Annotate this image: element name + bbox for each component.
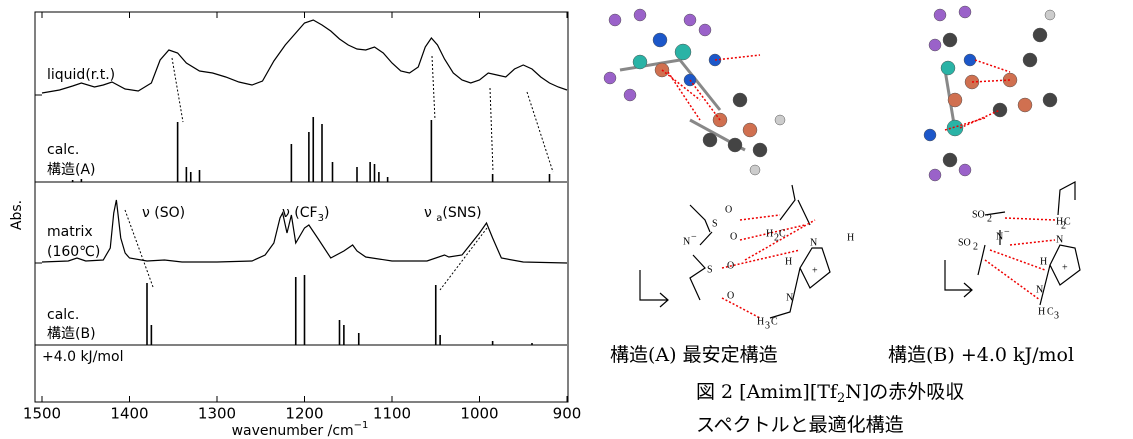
structure-caption: 構造(A) 最安定構造	[610, 344, 778, 366]
atom-label: C	[1047, 306, 1054, 317]
atom-label: O	[730, 231, 737, 242]
atom-label: C	[771, 316, 778, 327]
atom-label: H	[757, 316, 764, 327]
x-axis-label: wavenumber /cm−1	[232, 420, 369, 439]
atom-label: O	[725, 204, 732, 215]
atom-label: N	[996, 231, 1003, 242]
caption-text: 図 2 [Amim][Tf	[696, 381, 839, 403]
spectrum-curve	[42, 20, 567, 93]
x-tick-label: 1400	[110, 405, 148, 423]
caption-sub: 2	[837, 391, 845, 406]
y-axis-label: Abs.	[9, 200, 25, 230]
series-label: 構造(B)	[47, 326, 96, 342]
atom-label: H	[766, 228, 773, 239]
series-label: matrix	[47, 224, 93, 240]
atom-label: H	[1040, 256, 1047, 267]
atom-label: 2	[973, 241, 978, 252]
x-tick-label: 1000	[460, 405, 498, 423]
atom-label: C	[779, 228, 786, 239]
atom-label: 3	[1054, 310, 1059, 321]
atom-label: N	[810, 237, 817, 248]
peak-guides	[125, 56, 553, 290]
atom-label: H	[785, 256, 792, 267]
atom-label: 2	[1061, 220, 1066, 231]
atom-label: O	[727, 260, 734, 271]
annotation-text: (SNS)	[442, 205, 481, 221]
x-tick-label: 1200	[285, 405, 323, 423]
series-label: calc.	[47, 142, 79, 158]
annotation: ν (CF3)	[282, 205, 329, 224]
series-label: (160℃)	[47, 244, 100, 260]
x-tick-label: 1100	[373, 405, 411, 423]
molecule-model-b	[924, 6, 1057, 181]
figure-caption: スペクトルと最適化構造	[696, 414, 904, 436]
atom-label: N	[786, 292, 793, 303]
x-tick-label: 1500	[23, 405, 61, 423]
x-tick-label: 900	[553, 405, 582, 423]
atom-label: −	[1004, 226, 1010, 237]
series-label: calc.	[47, 307, 79, 323]
atom-label: SO	[958, 237, 971, 248]
atom-label: 2	[774, 232, 779, 243]
atom-label: S	[707, 264, 713, 275]
series-label: 構造(A)	[47, 162, 96, 178]
series-label: liquid(r.t.)	[47, 67, 115, 83]
atom-label: +	[1062, 262, 1068, 273]
structure-b: SO 2 SO 2 N − H C 2 H N N + H C 3	[945, 182, 1080, 321]
x-axis-label-text: wavenumber /cm	[232, 423, 354, 439]
figure: Abs. wavenumber /cm−1 ν (SO) ν (CF3) ν a…	[0, 0, 1133, 439]
atom-label: N	[1036, 284, 1043, 295]
atom-label: 2	[987, 213, 992, 224]
x-axis-label-sup: −1	[354, 420, 369, 431]
atom-label: −	[691, 231, 697, 242]
atom-label: H	[1038, 306, 1045, 317]
series-energy-label: +4.0 kJ/mol	[42, 349, 124, 365]
atom-label: +	[812, 265, 818, 276]
x-tick-label: 1300	[198, 405, 236, 423]
atom-label: H	[847, 232, 854, 243]
structure-a: O S N − O S O O H H C H N N + H C 2 3	[640, 185, 854, 331]
molecule-model-a	[604, 9, 785, 175]
annotation-text: ν (SO)	[142, 205, 185, 221]
structure-caption: 構造(B) +4.0 kJ/mol	[888, 344, 1074, 366]
atom-label: N	[683, 236, 690, 247]
annotation-text: )	[324, 205, 329, 221]
annotation-text: ν	[424, 205, 436, 221]
annotation: ν a(SNS)	[424, 205, 482, 224]
atom-label: O	[727, 290, 734, 301]
atom-label: S	[712, 218, 718, 229]
caption-text: N]の赤外吸収	[845, 381, 964, 403]
atom-label: 3	[765, 320, 770, 331]
annotation: ν (SO)	[142, 205, 185, 221]
annotation-text: ν (CF	[282, 205, 318, 221]
annotations: ν (SO) ν (CF3) ν a(SNS)	[142, 205, 482, 224]
atom-label: N	[1056, 234, 1063, 245]
atom-label: SO	[972, 209, 985, 220]
figure-caption: 図 2 [Amim][Tf2N]の赤外吸収	[696, 381, 964, 406]
